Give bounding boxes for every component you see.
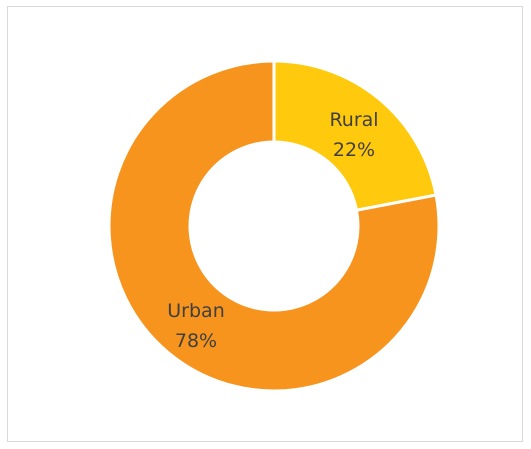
slice-label-urban: Urban: [167, 300, 224, 322]
donut-slices: [109, 61, 439, 391]
slice-value-urban: 78%: [175, 330, 217, 352]
slice-label-rural: Rural: [329, 109, 378, 131]
slice-value-rural: 22%: [333, 139, 375, 161]
slice-rural: [274, 61, 436, 210]
